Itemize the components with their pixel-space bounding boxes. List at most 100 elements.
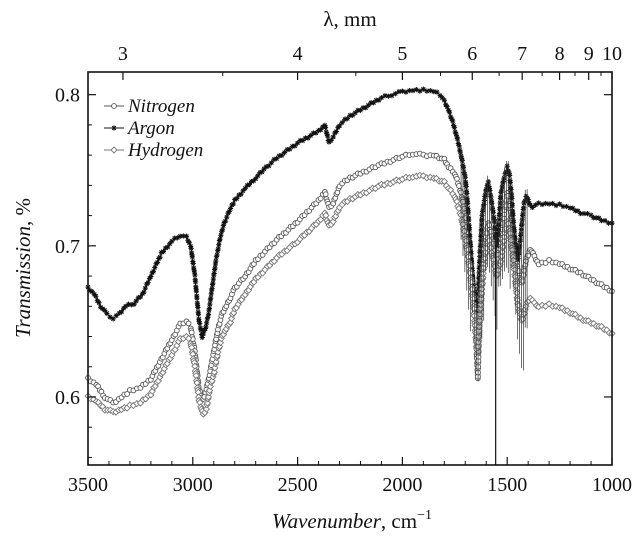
data-point: [201, 327, 207, 334]
data-point: [510, 212, 516, 219]
data-point: [450, 122, 457, 129]
data-point: [466, 227, 473, 233]
data-point: [212, 261, 219, 267]
data-point: [177, 233, 183, 239]
y-tick-label: 0.6: [55, 387, 80, 409]
data-point: [567, 205, 573, 211]
data-point: [376, 97, 382, 103]
data-point: [542, 260, 549, 266]
data-point: [250, 178, 257, 184]
data-point: [480, 207, 486, 213]
data-point: [491, 216, 497, 223]
data-point: [373, 97, 379, 103]
data-point: [276, 153, 282, 159]
data-point: [500, 178, 507, 184]
data-point: [192, 272, 198, 278]
data-point: [521, 200, 527, 206]
data-point: [486, 183, 492, 189]
data-point: [210, 368, 218, 376]
data-point: [439, 95, 445, 101]
data-point: [198, 327, 204, 333]
data-point: [481, 254, 489, 262]
data-point: [459, 155, 465, 161]
data-point: [215, 248, 221, 254]
data-point: [431, 89, 437, 95]
top-tick-label: 3: [118, 43, 128, 65]
data-point: [417, 88, 423, 94]
data-point: [457, 149, 463, 155]
data-point: [131, 301, 137, 307]
data-point: [203, 324, 209, 330]
data-point: [584, 210, 591, 217]
data-point: [478, 232, 484, 238]
data-point: [322, 122, 328, 129]
bottom-axis: 3500 3000 2500 2000 1500 1000: [68, 457, 632, 496]
data-point: [212, 358, 220, 366]
data-point: [207, 301, 213, 307]
data-point: [441, 97, 447, 103]
data-point: [128, 302, 134, 308]
data-point: [215, 246, 221, 252]
data-point: [216, 338, 225, 347]
data-point: [211, 364, 219, 372]
data-point: [216, 242, 222, 248]
data-point: [208, 295, 214, 301]
data-point: [302, 135, 309, 141]
y-axis-title: Transmission, %: [11, 198, 35, 338]
data-point: [197, 320, 203, 327]
data-point: [210, 276, 216, 282]
legend-marker: [110, 146, 118, 154]
data-point: [248, 178, 255, 185]
data-point: [154, 259, 161, 265]
data-point: [581, 210, 587, 217]
data-point: [123, 303, 129, 309]
data-point: [339, 120, 345, 126]
data-point: [598, 218, 605, 224]
data-point: [572, 208, 578, 214]
data-point: [209, 286, 215, 292]
data-point: [360, 105, 366, 111]
data-point: [457, 147, 463, 153]
data-point: [310, 130, 316, 136]
data-point: [186, 240, 192, 246]
data-point: [508, 187, 514, 193]
data-point: [323, 129, 329, 135]
data-point: [261, 166, 267, 172]
data-point: [493, 240, 500, 246]
data-point: [325, 133, 331, 139]
data-point: [188, 329, 195, 336]
data-point: [214, 252, 220, 258]
data-point: [545, 300, 553, 308]
data-point: [546, 201, 552, 207]
data-point: [474, 299, 481, 305]
data-point: [406, 88, 412, 94]
data-point: [107, 314, 113, 320]
data-point: [259, 169, 265, 175]
data-point: [196, 318, 202, 325]
data-point: [295, 140, 301, 146]
data-point: [476, 274, 482, 280]
data-point: [208, 291, 214, 297]
data-point: [467, 234, 473, 240]
data-point: [368, 100, 374, 106]
data-point: [451, 124, 457, 131]
data-point: [197, 325, 203, 331]
data-point: [246, 182, 252, 188]
data-point: [202, 405, 211, 413]
data-point: [169, 238, 175, 244]
data-point: [145, 280, 151, 286]
data-point: [424, 88, 430, 94]
data-point: [210, 280, 216, 286]
data-point: [427, 88, 433, 94]
data-point: [195, 304, 201, 311]
data-point: [253, 176, 259, 182]
legend-label: Nitrogen: [127, 96, 195, 117]
data-point: [448, 114, 454, 120]
data-point: [157, 254, 163, 260]
data-point: [224, 214, 230, 220]
data-point: [479, 273, 487, 282]
top-axis: 3 4 5 6 7 8 9 10: [118, 43, 622, 80]
data-point: [135, 295, 141, 301]
top-tick-label: 7: [517, 43, 527, 65]
data-point: [191, 269, 198, 275]
